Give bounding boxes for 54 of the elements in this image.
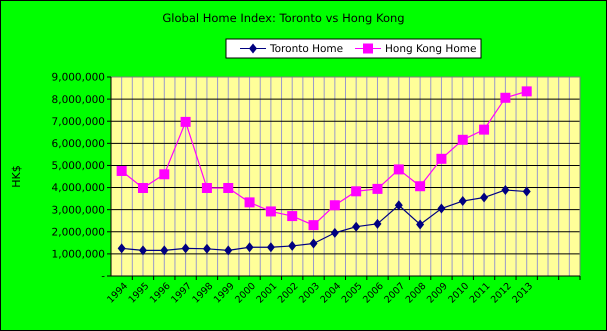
chart-title: Global Home Index: Toronto vs Hong Kong <box>162 11 405 25</box>
y-tick-label: 3,000,000 <box>52 204 105 216</box>
point <box>394 164 404 174</box>
point <box>182 243 190 254</box>
y-tick-label: 1,000,000 <box>52 248 105 261</box>
point <box>160 245 168 256</box>
point <box>138 245 147 256</box>
point <box>287 211 298 222</box>
point <box>288 240 296 251</box>
point <box>501 184 510 195</box>
y-tick-label: 7,000,000 <box>52 116 105 128</box>
point <box>372 184 382 194</box>
y-tick-label: 4,000,000 <box>52 182 105 194</box>
point <box>330 228 339 238</box>
y-tick-label: 2,000,000 <box>52 226 105 238</box>
point <box>437 204 446 214</box>
point <box>138 183 148 193</box>
point <box>479 124 490 135</box>
point <box>394 200 403 210</box>
point <box>351 186 362 196</box>
legend-label: Hong Kong Home <box>385 43 476 56</box>
point <box>330 200 340 210</box>
y-tick-label: 8,000,000 <box>52 94 105 106</box>
point <box>416 219 424 230</box>
point <box>308 220 319 230</box>
point <box>266 206 276 216</box>
point <box>458 196 467 206</box>
y-tick-label: 9,000,000 <box>52 72 105 84</box>
point <box>500 92 510 103</box>
point <box>223 183 234 193</box>
y-tick-label: 5,000,000 <box>52 160 105 172</box>
point <box>415 181 426 192</box>
point <box>224 245 232 256</box>
point <box>246 242 254 252</box>
point <box>480 192 488 203</box>
point <box>373 218 382 229</box>
point <box>180 116 191 127</box>
point <box>522 186 531 197</box>
point <box>266 242 275 252</box>
point <box>202 183 212 193</box>
y-tick-label: 6,000,000 <box>52 138 105 150</box>
point <box>522 86 532 96</box>
point <box>202 244 211 254</box>
point <box>352 222 360 232</box>
point <box>458 134 468 145</box>
legend-label: Toronto Home <box>269 43 344 56</box>
y-tick-label: - <box>101 270 106 283</box>
point <box>118 243 126 254</box>
point <box>436 154 446 164</box>
point <box>159 169 170 180</box>
point <box>244 197 255 208</box>
point <box>116 166 127 176</box>
y-axis-title: HK$ <box>10 165 23 188</box>
point <box>310 238 318 248</box>
